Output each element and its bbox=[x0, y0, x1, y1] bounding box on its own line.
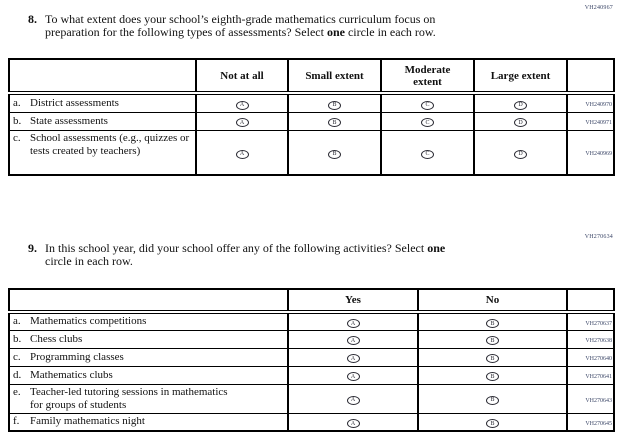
q8-header-moderate-extent: Moderate extent bbox=[380, 58, 475, 95]
question-8: 8. To what extent does your school’s eig… bbox=[28, 13, 568, 39]
q9-header-no: No bbox=[417, 288, 568, 314]
table-row: f. Family mathematics night A B VH270645 bbox=[8, 412, 615, 432]
table-row: c. School assessments (e.g., quizzes or t… bbox=[8, 129, 615, 176]
question-8-line2-post: circle in each row. bbox=[344, 25, 436, 39]
q8-header-row: Not at all Small extent Moderate extent … bbox=[8, 58, 615, 95]
row-letter: e. bbox=[13, 385, 21, 398]
answer-bubble-b[interactable]: B bbox=[328, 118, 341, 128]
table-row: a. Mathematics competitions A B VH270637 bbox=[8, 311, 615, 331]
question-9: 9. In this school year, did your school … bbox=[28, 242, 568, 268]
question-8-line2-pre: preparation for the following types of a… bbox=[45, 25, 327, 39]
q8-header-blank bbox=[8, 58, 197, 95]
answer-bubble-a[interactable]: A bbox=[235, 149, 249, 159]
q9-response-table: Yes No a. Mathematics competitions A B VH… bbox=[8, 288, 615, 432]
row-tracking-code: VH270638 bbox=[585, 338, 612, 344]
table-row: b. Chess clubs A B VH270638 bbox=[8, 329, 615, 349]
row-tracking-code: VH270637 bbox=[585, 320, 612, 327]
q8-header-not-at-all: Not at all bbox=[195, 58, 289, 95]
answer-bubble-d[interactable]: D bbox=[514, 100, 527, 110]
answer-bubble-yes[interactable]: A bbox=[346, 354, 360, 364]
answer-bubble-no[interactable]: B bbox=[486, 372, 499, 382]
row-label: Chess clubs bbox=[30, 332, 83, 345]
row-tracking-code: VH240970 bbox=[585, 102, 612, 109]
row-tracking-code: VH240971 bbox=[585, 120, 612, 126]
row-letter: b. bbox=[13, 332, 22, 345]
question-9-text: In this school year, did your school off… bbox=[45, 242, 445, 268]
answer-bubble-yes[interactable]: A bbox=[346, 419, 360, 428]
q8-response-table: Not at all Small extent Moderate extent … bbox=[8, 58, 615, 176]
table-row: b. State assessments A B C D VH240971 bbox=[8, 111, 615, 131]
row-letter: a. bbox=[13, 315, 21, 328]
question-9-line1-pre: In this school year, did your school off… bbox=[45, 241, 428, 255]
row-tracking-code: VH270643 bbox=[585, 397, 612, 404]
table-row: d. Mathematics clubs A B VH270641 bbox=[8, 365, 615, 385]
table-row: c. Programming classes A B VH270640 bbox=[8, 347, 615, 367]
row-label: Mathematics clubs bbox=[30, 368, 113, 381]
row-letter: c. bbox=[13, 131, 21, 144]
row-letter: d. bbox=[13, 368, 22, 381]
question-9-number: 9. bbox=[28, 241, 37, 255]
answer-bubble-d[interactable]: D bbox=[514, 118, 527, 128]
answer-bubble-no[interactable]: B bbox=[486, 336, 499, 346]
row-label: District assessments bbox=[30, 96, 119, 109]
answer-bubble-yes[interactable]: A bbox=[346, 395, 360, 405]
row-label: Programming classes bbox=[30, 350, 124, 363]
row-tracking-code: VH270641 bbox=[585, 374, 612, 380]
row-label: Teacher-led tutoring sessions in mathema… bbox=[30, 385, 228, 411]
question-8-text: To what extent does your school’s eighth… bbox=[45, 13, 436, 39]
q8-tracking-code: VH240967 bbox=[584, 5, 613, 11]
q9-tracking-code: VH270634 bbox=[584, 234, 613, 240]
answer-bubble-b[interactable]: B bbox=[328, 100, 341, 110]
answer-bubble-b[interactable]: B bbox=[328, 149, 341, 159]
row-tracking-code: VH240969 bbox=[585, 151, 612, 158]
answer-bubble-c[interactable]: C bbox=[421, 118, 434, 128]
q8-header-small-extent: Small extent bbox=[287, 58, 382, 95]
row-label: State assessments bbox=[30, 114, 108, 127]
q9-header-yes: Yes bbox=[287, 288, 419, 314]
row-letter: a. bbox=[13, 96, 21, 109]
table-row: e. Teacher-led tutoring sessions in mathe… bbox=[8, 383, 615, 414]
q9-header-row: Yes No bbox=[8, 288, 615, 314]
row-label: School assessments (e.g., quizzes or tes… bbox=[30, 131, 190, 157]
row-letter: c. bbox=[13, 350, 21, 363]
row-tracking-code: VH270640 bbox=[585, 356, 612, 362]
answer-bubble-a[interactable]: A bbox=[235, 100, 249, 110]
answer-bubble-no[interactable]: B bbox=[486, 354, 499, 364]
answer-bubble-no[interactable]: B bbox=[486, 319, 499, 328]
q9-header-blank bbox=[8, 288, 289, 314]
question-9-line2: circle in each row. bbox=[45, 254, 133, 268]
answer-bubble-c[interactable]: C bbox=[421, 100, 434, 110]
question-9-line1-bold: one bbox=[427, 241, 446, 255]
table-row: a. District assessments A B C D VH240970 bbox=[8, 92, 615, 113]
answer-bubble-yes[interactable]: A bbox=[346, 319, 360, 328]
q8-header-large-extent: Large extent bbox=[473, 58, 568, 95]
answer-bubble-yes[interactable]: A bbox=[346, 336, 360, 346]
answer-bubble-yes[interactable]: A bbox=[346, 372, 360, 382]
q8-header-code-col bbox=[566, 58, 615, 95]
row-letter: b. bbox=[13, 114, 22, 127]
answer-bubble-no[interactable]: B bbox=[486, 395, 499, 405]
answer-bubble-d[interactable]: D bbox=[514, 149, 527, 159]
answer-bubble-a[interactable]: A bbox=[235, 118, 249, 128]
question-8-line2-bold: one bbox=[326, 25, 345, 39]
answer-bubble-c[interactable]: C bbox=[421, 149, 434, 159]
row-label: Mathematics competitions bbox=[30, 315, 147, 328]
answer-bubble-no[interactable]: B bbox=[486, 419, 499, 428]
row-letter: f. bbox=[13, 415, 20, 428]
row-label: Family mathematics night bbox=[30, 415, 145, 428]
question-8-line1: To what extent does your school’s eighth… bbox=[45, 12, 436, 26]
q9-header-code-col bbox=[566, 288, 615, 314]
question-8-number: 8. bbox=[28, 12, 37, 26]
row-tracking-code: VH270645 bbox=[585, 420, 612, 427]
